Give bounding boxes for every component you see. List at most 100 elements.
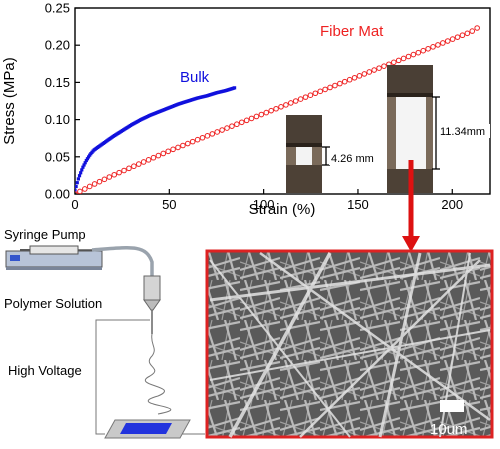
label-syringe-pump: Syringe Pump: [4, 227, 86, 242]
chart: 0.00 0.05 0.10 0.15 0.20 0.25 0 50 100 150 200 St…: [1, 1, 491, 218]
fiber-mat-point: [297, 96, 304, 102]
fiber-mat-point: [131, 163, 137, 170]
fiber-mat-point: [351, 74, 358, 81]
fiber-mat-point: [219, 127, 225, 133]
fiber-mat-point: [101, 176, 108, 183]
fiber-mat-point: [356, 73, 363, 79]
fiber-mat-point: [204, 133, 211, 139]
fiber-mat-point: [444, 38, 451, 44]
fiber-mat-point: [82, 186, 88, 192]
fiber-mat-point: [469, 28, 476, 34]
fiber-mat-point: [307, 92, 314, 98]
x-axis-ticks: 0 50 100 150 200: [71, 189, 463, 212]
fiber-mat-point: [263, 109, 270, 116]
fiber-mat-point: [140, 159, 147, 165]
fiber-mat-point: [366, 69, 373, 75]
fiber-mat-point: [75, 191, 78, 194]
fiber-mat-point: [302, 94, 309, 100]
x-tick-label: 0: [71, 197, 78, 212]
bulk-point: [76, 177, 80, 181]
fiber-mat-point: [234, 121, 240, 128]
x-axis-label: Strain (%): [249, 201, 316, 218]
fiber-mat-point: [332, 82, 338, 89]
label-high-voltage: High Voltage: [8, 363, 82, 378]
annotation-fiber-length: 11.34mm: [440, 126, 485, 138]
fiber-mat-point: [371, 67, 377, 73]
fiber-mat-point: [180, 142, 186, 149]
fiber-mat-point: [243, 117, 250, 124]
fiber-mat-point: [341, 78, 348, 85]
x-tick-label: 200: [441, 197, 463, 212]
fiber-mat-point: [464, 30, 471, 37]
fiber-mat-point: [288, 100, 294, 106]
fiber-mat-point: [209, 131, 216, 137]
fiber-mat-point: [346, 76, 353, 83]
bulk-point: [80, 168, 84, 172]
collector-plate: [104, 419, 191, 439]
bulk-point: [75, 181, 79, 185]
scale-bar-label: 10um: [430, 421, 468, 438]
y-tick-label: 0.15: [45, 75, 70, 90]
fiber-mat-point: [322, 86, 328, 93]
fiber-mat-point: [376, 65, 382, 71]
fiber-mat-point: [165, 148, 171, 155]
bulk-point: [75, 188, 77, 192]
bulk-point: [82, 163, 86, 167]
label-polymer-solution: Polymer Solution: [4, 296, 102, 311]
fiber-mat-point: [111, 171, 118, 178]
tube: [91, 246, 154, 276]
fiber-mat-point: [317, 88, 324, 95]
bulk-point: [86, 155, 91, 159]
electrospinning-schematic: Syringe Pump Polymer Solution High Volta…: [4, 227, 205, 439]
fiber-mat-point: [278, 104, 284, 110]
fiber-mat-point: [106, 174, 113, 180]
fiber-mat-point: [258, 111, 265, 118]
annotation-bulk-length: 4.26 mm: [331, 153, 374, 165]
inset-photo-fiber-specimen: 11.34mm: [387, 65, 490, 193]
bulk-point: [83, 161, 87, 165]
fiber-mat-point: [91, 181, 98, 187]
y-tick-label: 0.00: [45, 187, 70, 202]
fiber-mat-point: [189, 138, 196, 145]
sem-fibers: [209, 251, 491, 438]
syringe-needle-icon: [143, 275, 161, 334]
fiber-jet: [144, 333, 172, 415]
fiber-mat-point: [283, 102, 289, 108]
fiber-mat-point: [150, 154, 157, 161]
x-tick-label: 150: [347, 197, 369, 212]
fiber-mat-point: [400, 55, 407, 62]
syringe-pump-icon: [5, 245, 103, 270]
fiber-mat-point: [238, 119, 245, 126]
fiber-mat-point: [395, 57, 402, 64]
fiber-mat-point: [430, 44, 436, 50]
fiber-mat-point: [449, 36, 456, 42]
inset-photo-bulk-specimen: 4.26 mm: [286, 115, 379, 193]
series-layer: [75, 25, 480, 194]
fiber-mat-point: [96, 178, 103, 185]
fiber-mat-point: [248, 115, 255, 122]
fiber-mat-point: [86, 183, 93, 190]
fiber-mat-point: [155, 152, 162, 159]
bulk-point: [232, 86, 237, 90]
x-tick-label: 100: [253, 197, 275, 212]
fiber-mat-point: [175, 144, 181, 151]
fiber-mat-point: [435, 42, 441, 48]
bulk-point: [79, 171, 83, 175]
bulk-point: [85, 157, 90, 161]
series-bulk: [75, 86, 237, 192]
fiber-mat-point: [229, 123, 235, 129]
red-arrow: [402, 160, 420, 252]
plot-frame: [74, 7, 491, 195]
fiber-mat-point: [459, 32, 466, 39]
fiber-mat-point: [170, 146, 176, 153]
series-fiber-mat: [75, 25, 480, 194]
legend-fiber-mat: Fiber Mat: [320, 23, 384, 40]
fiber-mat-point: [268, 107, 274, 114]
fiber-mat-point: [126, 165, 132, 172]
sem-image: 10um: [205, 249, 494, 439]
fiber-mat-point: [361, 71, 368, 77]
fiber-mat-point: [77, 188, 83, 194]
wire: [95, 319, 205, 435]
